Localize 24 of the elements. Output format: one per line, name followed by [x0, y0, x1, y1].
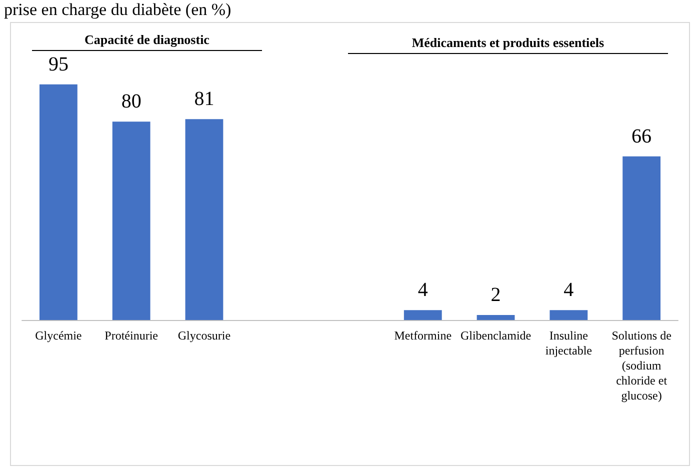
data-label: 2 — [490, 284, 501, 306]
x-tick-label: Protéinurie — [104, 328, 158, 342]
text: Médicaments et produits essentiels — [348, 35, 668, 54]
bar — [112, 122, 150, 320]
data-label: 80 — [121, 90, 142, 113]
x-tick-label: Glycémie — [35, 328, 82, 342]
x-tick-label: Insuline injectable — [545, 328, 592, 358]
data-label: 4 — [418, 279, 428, 302]
bar — [404, 310, 442, 320]
bar — [622, 156, 661, 320]
x-tick-label: Solutions de perfusion (sodium chloride et glucose) — [612, 328, 672, 402]
bar — [185, 119, 224, 320]
data-label: 95 — [48, 53, 68, 76]
chart-title: prise en charge du diabète (en %) — [4, 0, 232, 20]
data-label: 4 — [564, 279, 574, 302]
x-tick-label: Glycosurie — [178, 328, 231, 342]
x-tick-label: Metformine — [394, 328, 452, 342]
x-tick-label: Glibenclamide — [460, 328, 532, 342]
data-label: 66 — [632, 125, 652, 148]
data-label: 81 — [194, 88, 214, 110]
bar — [39, 84, 78, 320]
text: Capacité de diagnostic — [32, 32, 262, 51]
bar — [476, 315, 515, 320]
bar — [550, 310, 588, 320]
